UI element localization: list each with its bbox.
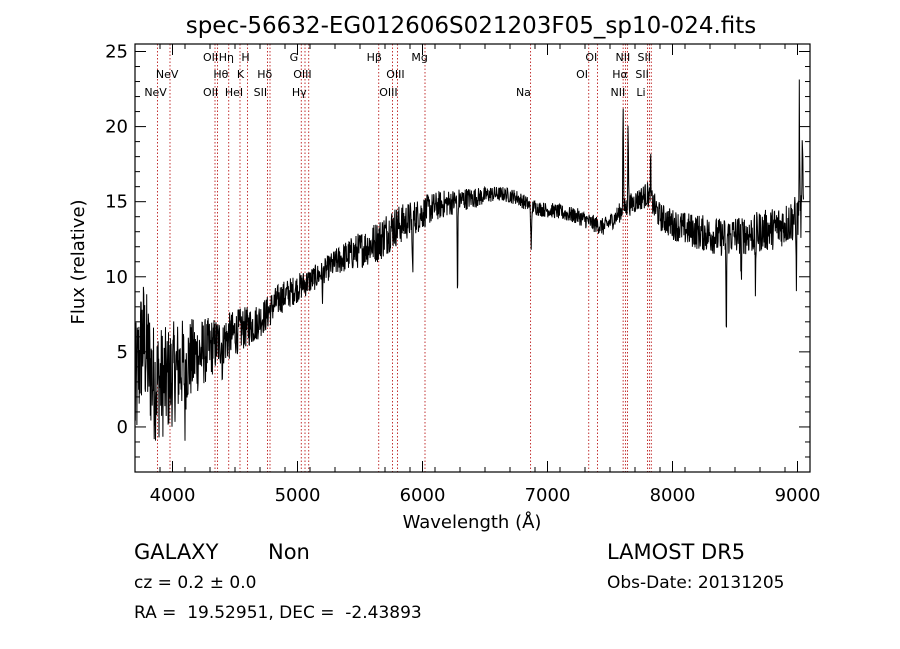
y-tick-label: 20: [105, 117, 128, 138]
emission-line-markers: [157, 44, 652, 472]
y-axis-ticks: 0 5 10 15 20 25: [105, 42, 810, 473]
line-label-7: K: [237, 68, 245, 81]
y-tick-label: 0: [117, 417, 128, 438]
line-label-25: SII: [635, 68, 648, 81]
chart-title: spec-56632-EG012606S021203F05_sp10-024.f…: [186, 13, 757, 39]
spectrum-line: [134, 79, 804, 441]
line-label-24: SII: [638, 51, 651, 64]
y-tick-label: 10: [105, 267, 128, 288]
survey-name: LAMOST DR5: [607, 540, 746, 564]
line-label-0: NeV: [144, 86, 167, 99]
x-tick-label: 4000: [150, 485, 196, 506]
line-label-2: OII: [203, 51, 218, 64]
plot-frame: [134, 43, 811, 473]
line-label-1: NeV: [156, 68, 179, 81]
x-axis-ticks: 4000 5000 6000 7000 8000 9000: [134, 44, 821, 506]
line-label-23: NII: [611, 86, 626, 99]
y-tick-label: 15: [105, 192, 128, 213]
line-label-16: OIII: [379, 86, 397, 99]
line-label-17: Mg: [411, 51, 427, 64]
line-label-21: NII: [616, 51, 631, 64]
y-axis-label: Flux (relative): [68, 199, 89, 324]
line-label-20: OI: [576, 68, 588, 81]
x-tick-label: 8000: [650, 485, 696, 506]
line-label-18: Na: [516, 86, 531, 99]
line-label-13: Hγ: [292, 86, 307, 99]
line-label-14: Hβ: [367, 51, 382, 64]
line-label-9: Hδ: [257, 68, 272, 81]
x-tick-label: 9000: [775, 485, 821, 506]
line-label-8: H: [241, 51, 249, 64]
line-label-4: Hθ: [213, 68, 228, 81]
object-subclass: Non: [268, 540, 310, 564]
redshift-cz: cz = 0.2 ± 0.0: [134, 573, 257, 593]
line-label-15: OIII: [386, 68, 404, 81]
line-label-5: OII: [203, 86, 218, 99]
x-tick-label: 5000: [275, 485, 321, 506]
line-label-26: Li: [636, 86, 645, 99]
coordinates: RA = 19.52951, DEC = -2.43893: [134, 603, 422, 623]
line-label-3: Hη: [219, 51, 234, 64]
line-label-10: SII: [254, 86, 267, 99]
line-label-12: OIII: [293, 68, 311, 81]
line-label-6: HeI: [225, 86, 243, 99]
obs-date: Obs-Date: 20131205: [607, 573, 785, 593]
line-label-22: Hα: [612, 68, 628, 81]
y-tick-label: 25: [105, 42, 128, 63]
line-label-11: G: [290, 51, 299, 64]
y-tick-label: 5: [117, 342, 128, 363]
x-tick-label: 6000: [400, 485, 446, 506]
line-label-19: OI: [585, 51, 597, 64]
object-type: GALAXY: [134, 540, 219, 564]
x-tick-label: 7000: [525, 485, 571, 506]
x-axis-label: Wavelength (Å): [403, 511, 542, 533]
